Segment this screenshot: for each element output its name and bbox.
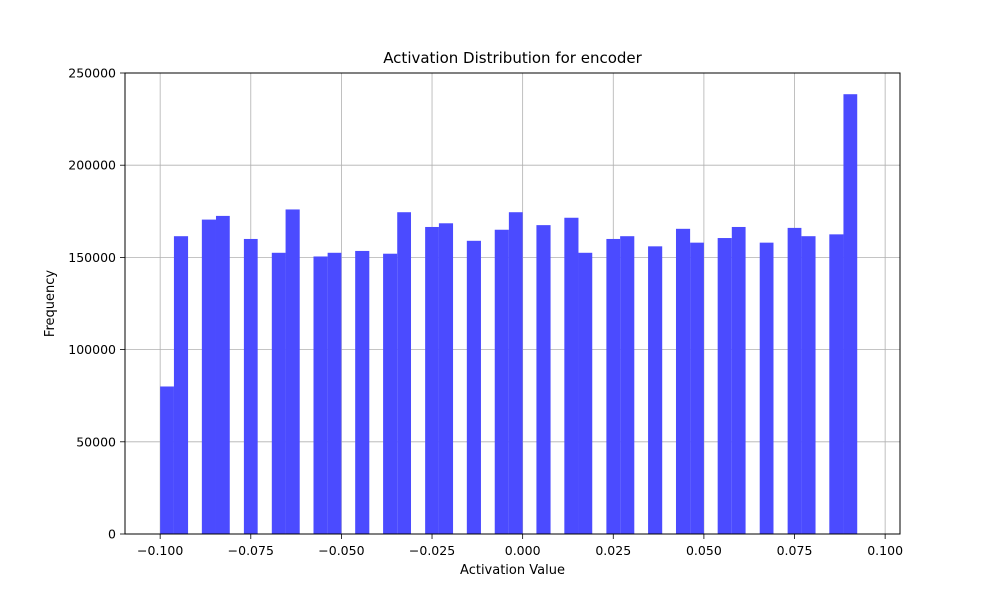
histogram-bar <box>717 238 732 534</box>
histogram-bar <box>731 226 746 534</box>
histogram-bar <box>620 236 635 534</box>
histogram-bar <box>243 238 258 534</box>
histogram-bar <box>160 386 174 534</box>
histogram-bar <box>690 242 704 534</box>
histogram-bar <box>508 212 523 535</box>
y-tick-label: 150000 <box>68 250 116 265</box>
histogram-bar <box>606 238 621 534</box>
x-tick-label: 0.050 <box>686 543 722 558</box>
x-axis-label: Activation Value <box>460 563 565 578</box>
x-tick-label: −0.025 <box>409 543 455 558</box>
histogram-bar <box>675 228 691 534</box>
x-tick-label: 0.075 <box>777 543 813 558</box>
histogram-bar <box>173 236 189 534</box>
plot-frame <box>124 72 901 535</box>
x-tick-label: −0.100 <box>137 543 183 558</box>
histogram-bar <box>536 225 551 534</box>
histogram-bar <box>355 250 370 535</box>
histogram-bar <box>425 226 439 534</box>
histogram-bar <box>843 94 858 535</box>
histogram-bar <box>201 219 216 534</box>
histogram-bar <box>327 252 342 535</box>
y-axis-ticks: 0 50000 100000 150000 200000 250000 <box>68 66 125 542</box>
x-tick-label: 0.025 <box>595 543 631 558</box>
y-tick-label: 200000 <box>68 158 116 173</box>
histogram-bar <box>494 229 509 535</box>
y-tick-label: 0 <box>108 527 116 542</box>
x-tick-label: −0.050 <box>318 543 364 558</box>
histogram-bar <box>787 227 802 534</box>
x-tick-label: 0.100 <box>867 543 903 558</box>
histogram-bar <box>215 215 230 534</box>
histogram-bar <box>285 209 300 534</box>
y-axis-label: Frequency <box>43 270 58 337</box>
histogram-bar <box>271 252 286 535</box>
histogram-bar <box>397 212 412 535</box>
histogram-bar <box>313 256 328 534</box>
histogram-bar <box>383 253 398 534</box>
histogram-bar <box>578 252 593 535</box>
x-tick-label: 0.000 <box>505 543 541 558</box>
y-tick-label: 50000 <box>76 434 116 449</box>
histogram-bars <box>160 94 858 535</box>
chart-title: Activation Distribution for encoder <box>383 49 642 67</box>
x-tick-label: −0.075 <box>228 543 274 558</box>
y-tick-label: 100000 <box>68 342 116 357</box>
x-axis-ticks: −0.100 −0.075 −0.050 −0.025 0.000 0.025 0.050 0… <box>137 534 903 558</box>
y-tick-label: 250000 <box>68 66 116 81</box>
histogram-bar <box>438 223 454 534</box>
histogram-bar <box>759 242 774 534</box>
histogram-bar <box>801 236 816 534</box>
histogram-bar <box>648 246 663 534</box>
histogram-bar <box>564 217 579 534</box>
histogram-bar <box>829 234 844 534</box>
histogram-bar <box>466 240 481 534</box>
